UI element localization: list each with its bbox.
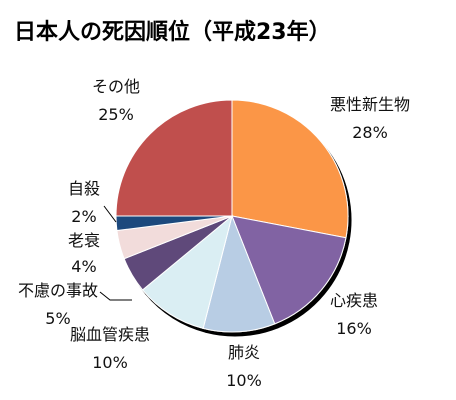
pie-slice (202, 214, 276, 333)
slice-name-label: 不慮の事故 (18, 281, 98, 300)
slice-name-label: その他 (92, 77, 140, 96)
leader-line (99, 291, 132, 301)
slice-name-label: 脳血管疾患 (70, 325, 150, 344)
slice-percent-label: 16% (336, 319, 372, 338)
pie-slice (231, 99, 349, 239)
slice-name-label: 老衰 (68, 231, 100, 250)
pie-slice (115, 99, 233, 217)
leader-lines (99, 205, 132, 301)
slice-name-label: 肺炎 (228, 343, 260, 362)
pie-slice (141, 214, 233, 329)
slice-percent-label: 10% (92, 353, 128, 372)
slice-percent-label: 5% (45, 309, 70, 328)
slice-name-label: 悪性新生物 (330, 95, 410, 114)
slice-name-label: 心疾患 (330, 291, 378, 310)
slice-percent-label: 2% (71, 207, 96, 226)
slice-percent-label: 4% (71, 257, 96, 276)
pie-slice (231, 215, 347, 325)
slice-percent-label: 25% (98, 105, 134, 124)
slice-labels: 悪性新生物 28% 心疾患 16% 肺炎 10% 脳血管疾患 10% 不慮の事故 5% 老衰 4% 自殺… (18, 77, 410, 390)
slice-name-label: 自殺 (68, 179, 100, 198)
slice-percent-label: 28% (352, 123, 388, 142)
slice-percent-label: 10% (226, 371, 262, 390)
pie-slices (115, 99, 349, 333)
leader-line (103, 205, 117, 223)
chart-title: 日本人の死因順位（平成23年） (14, 20, 331, 45)
